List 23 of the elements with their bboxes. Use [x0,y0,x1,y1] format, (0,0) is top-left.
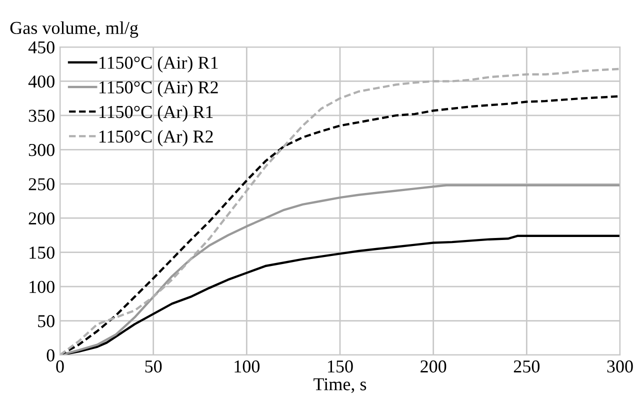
y-axis-title: Gas volume, ml/g [10,21,138,38]
y-tick-label: 150 [30,246,54,259]
legend-label: 1150°C (Ar) R1 [100,105,213,122]
y-tick-label: 50 [38,315,54,328]
x-tick-label: 100 [234,360,260,373]
y-tick-label: 450 [28,41,54,54]
y-tick-label: 350 [28,110,54,122]
x-tick-label: 150 [328,360,353,373]
x-tick-label: 300 [607,360,633,373]
x-tick-label: 50 [145,360,162,373]
legend-label: 1150°C (Air) R1 [100,56,218,73]
y-tick-label: 100 [30,280,54,293]
x-tick-label: 0 [56,360,64,373]
y-tick-label: 0 [46,349,54,362]
legend-label: 1150°C (Air) R2 [100,80,218,98]
y-tick-label: 400 [28,75,54,88]
legend-label: 1150°C (Ar) R2 [100,130,213,146]
y-tick-label: 200 [28,212,54,225]
x-tick-label: 200 [420,360,446,373]
y-tick-label: 300 [28,144,54,156]
x-axis-title: Time, s [314,378,366,393]
x-tick-label: 250 [514,360,540,373]
y-tick-label: 250 [28,178,54,190]
